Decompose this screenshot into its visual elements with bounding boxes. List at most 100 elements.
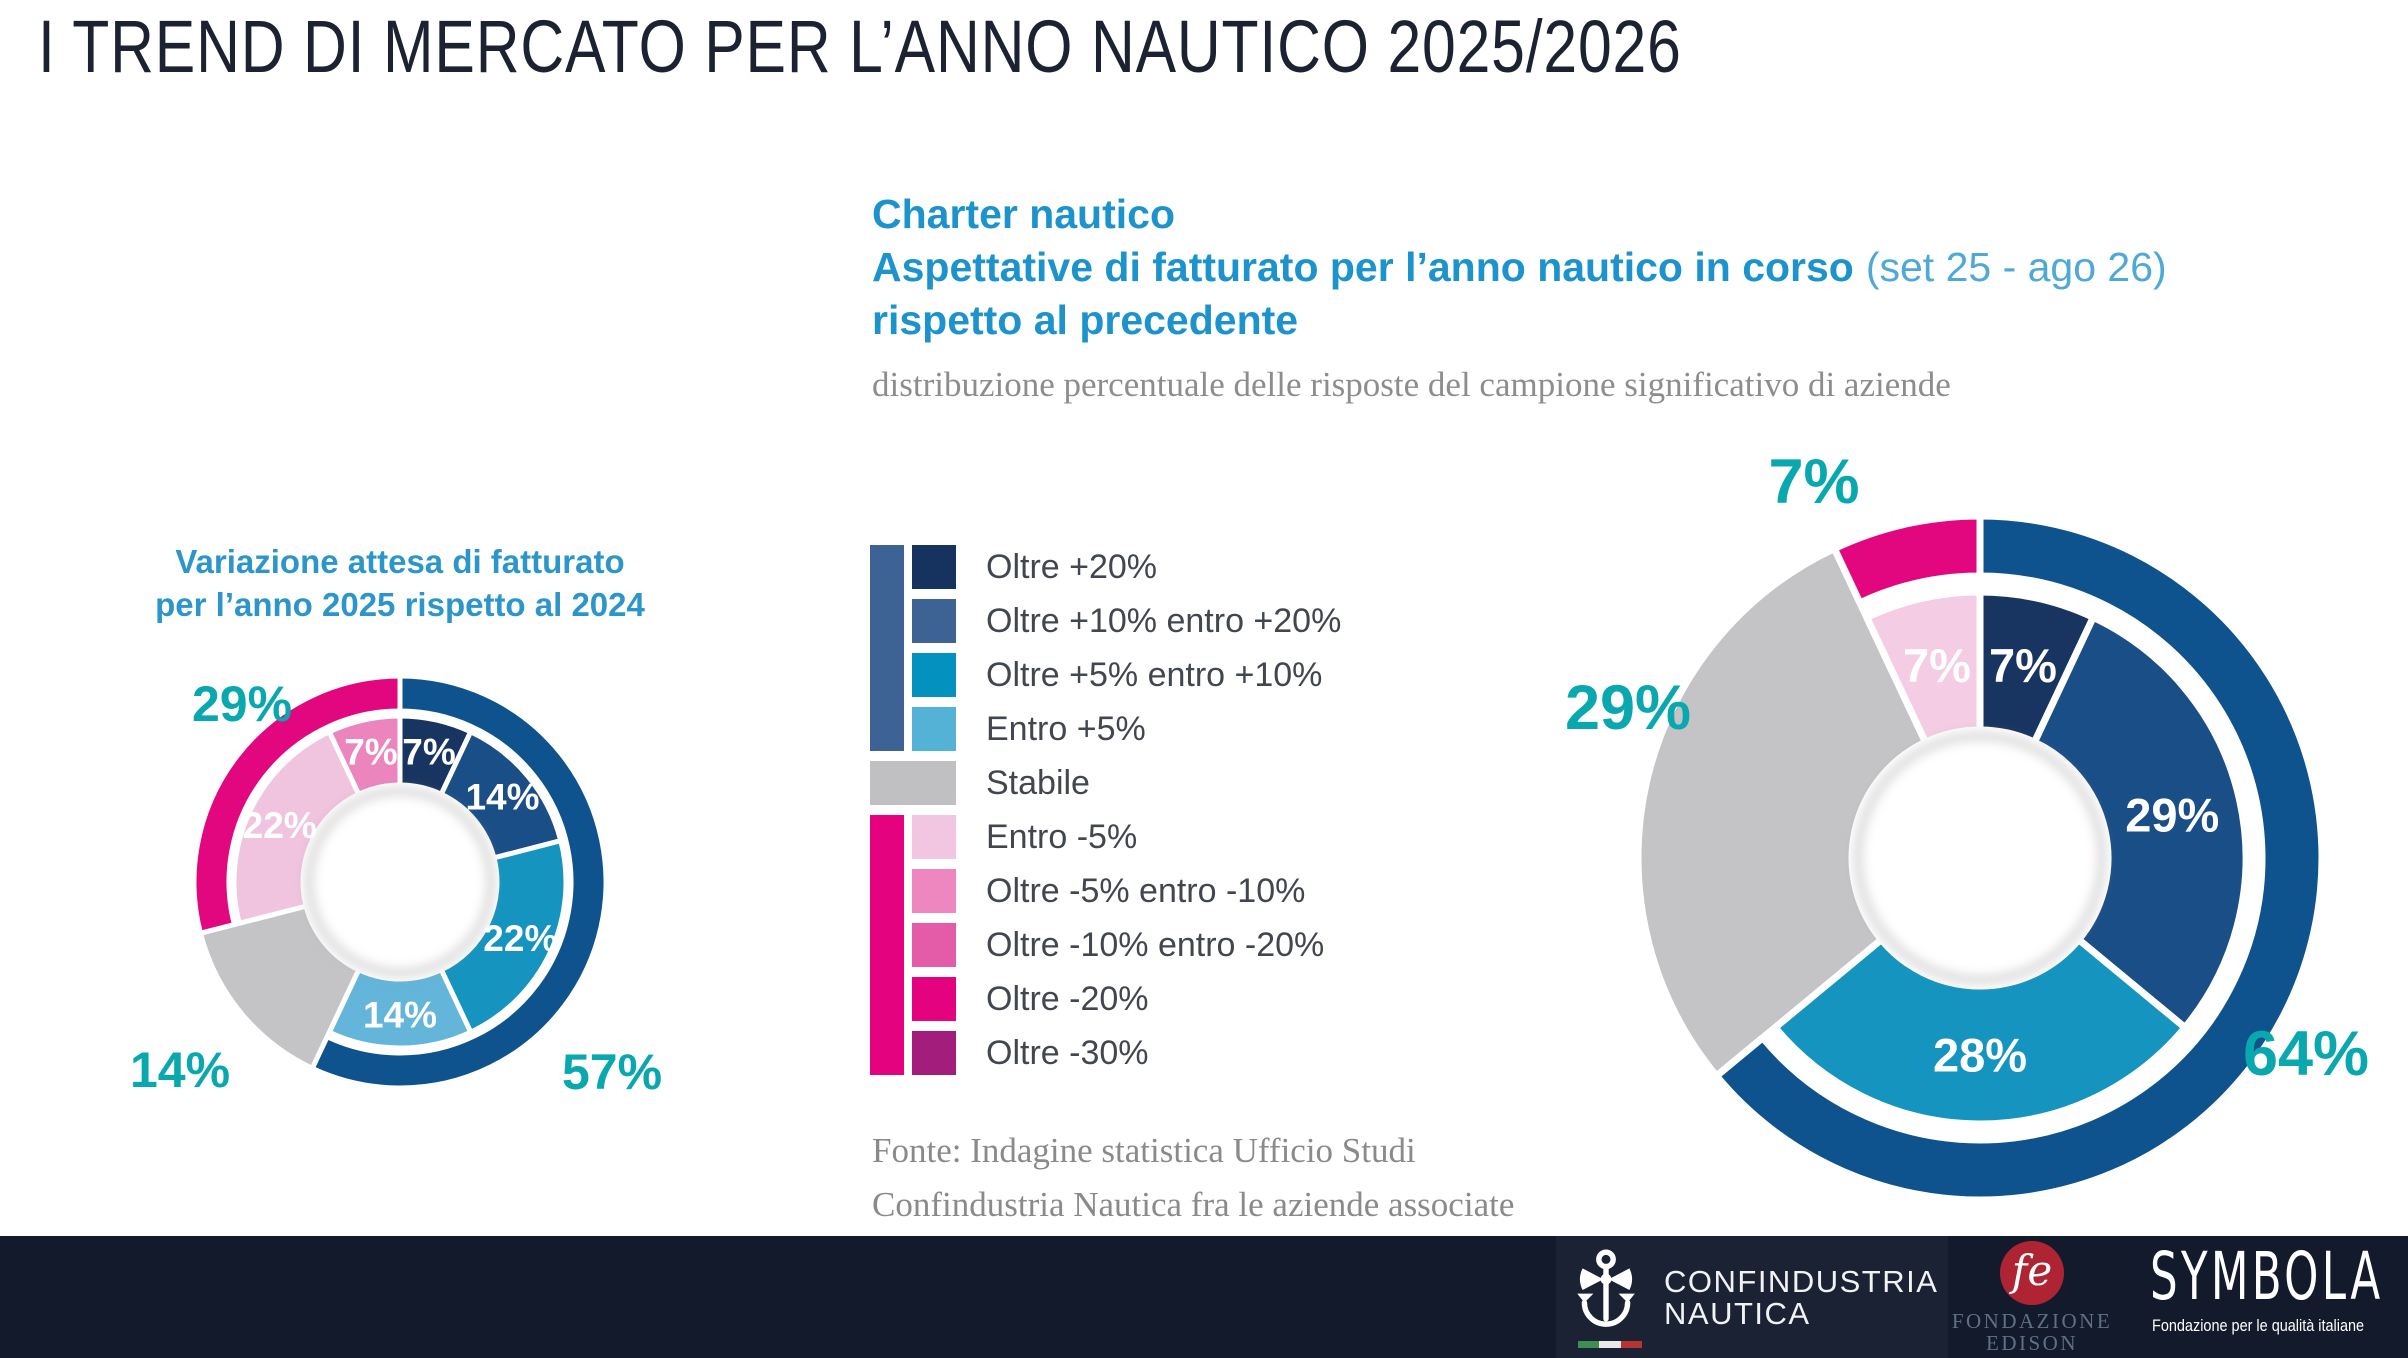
anchor-icon [1577,1249,1635,1327]
donut-hole-shadow [304,786,496,978]
donut-segment-label: 7% [402,732,455,773]
legend-row: Oltre +20% [870,545,1430,589]
heading-line-2-light: (set 25 - ago 26) [1865,244,2167,290]
legend-label: Entro -5% [986,818,1138,856]
legend-swatch [870,761,956,805]
donut-segment [2031,613,2250,1032]
legend-label: Stabile [986,764,1090,802]
legend-row: Oltre +10% entro +20% [870,599,1430,643]
donut-segment [1771,936,2189,1128]
legend-row: Oltre -10% entro -20% [870,923,1430,967]
donut-group-arc-positive [1712,512,2326,1204]
legend-swatch [912,869,956,913]
legend-label: Oltre -20% [986,980,1149,1018]
edison-line: EDISON [1986,1331,2078,1355]
donut-group-label-negative: 29% [192,676,292,732]
heading-description: distribuzione percentuale delle risposte… [872,365,1951,404]
nautica-line: NAUTICA [1664,1296,1811,1331]
legend-positive-group-bar [870,545,904,751]
donut-segment-label: 7% [1903,639,1971,692]
legend-label: Oltre -10% entro -20% [986,926,1325,964]
legend-label: Oltre -30% [986,1034,1149,1072]
legend-label: Oltre -5% entro -10% [986,872,1306,910]
donut-segment-label: 14% [465,777,539,818]
flag-white [1599,1341,1621,1348]
source-line-2: Confindustria Nautica fra le aziende ass… [872,1185,1515,1224]
legend-swatch [912,599,956,643]
left-chart-title: Variazione attesa di fatturato per l’ann… [90,540,710,626]
flag-green [1578,1341,1600,1348]
legend-label: Oltre +5% entro +10% [986,656,1323,694]
legend-row: Stabile [870,761,1430,805]
donut-segment-label: 28% [1933,1029,2027,1082]
legend-label: Oltre +10% entro +20% [986,602,1342,640]
italian-flag-icon [1578,1341,1642,1348]
confindustria-panel [1556,1236,1948,1358]
donut-segment-label: 7% [344,732,397,773]
flag-red [1620,1341,1642,1348]
donut-group-label-stable: 14% [130,1042,230,1098]
edison-monogram-icon: fe [2000,1241,2064,1305]
legend-swatch [912,977,956,1021]
footer-bar: CONFINDUSTRIA NAUTICA fe FONDAZIONE EDIS… [0,1236,2408,1358]
symbola-wordmark: SYMBOLA [2150,1238,2384,1315]
legend-swatch [912,545,956,589]
page-title: I TREND DI MERCATO PER L’ANNO NAUTICO 20… [38,4,2042,89]
left-chart-title-line-2: per l’anno 2025 rispetto al 2024 [155,586,645,623]
legend-swatch [912,707,956,751]
legend-swatch [912,653,956,697]
donut-segment [1634,545,1929,1080]
donut-segment [438,838,569,1035]
heading-line-1: Charter nautico [872,191,1175,237]
confindustria-line: CONFINDUSTRIA [1664,1264,1939,1299]
donut-left: 7%14%22%14%22%7%57%14%29% [130,673,662,1100]
donut-segment [231,729,362,926]
left-chart-title-line-1: Variazione attesa di fatturato [175,543,625,580]
legend-row: Oltre -20% [870,977,1430,1021]
fondazione-edison-logo: FONDAZIONE EDISON [1936,1310,2128,1354]
donut-segment [1863,588,1984,746]
legend-row: Oltre -5% entro -10% [870,869,1430,913]
donut-segment-label: 7% [1989,639,2057,692]
donut-segment-label: 22% [483,918,557,959]
legend-row: Oltre -30% [870,1031,1430,1075]
legend-swatch [912,923,956,967]
donut-group-arc-negative [191,673,403,936]
symbola-tagline: Fondazione per le qualità italiane [2152,1316,2365,1335]
donut-segment-label: 14% [363,995,437,1036]
legend-row: Oltre +5% entro +10% [870,653,1430,697]
donut-group-arc-negative [1830,512,1984,607]
confindustria-nautica-wordmark: CONFINDUSTRIA NAUTICA [1664,1266,1938,1330]
donut-group-label-negative: 7% [1768,447,1859,517]
legend: Oltre +20% Oltre +10% entro +20% Oltre +5%… [870,545,1430,1079]
donut-group-label-positive: 57% [562,1044,662,1100]
donut-right: 7% 29% 28% 7% 64% 29% 7% [1565,447,2369,1204]
heading-line-2: Aspettative di fatturato per l’anno naut… [872,241,2167,294]
source-line-1: Fonte: Indagine statistica Ufficio Studi [872,1131,1416,1170]
legend-row: Entro +5% [870,707,1430,751]
symbola-logo: SYMBOLA [2150,1244,2408,1310]
legend-negative-group-bar [870,815,904,1075]
heading-line-3: rispetto al precedente [872,297,1299,343]
legend-label: Entro +5% [986,710,1146,748]
legend-swatch [912,815,956,859]
chart-heading: Charter nautico Aspettative di fatturato… [872,188,2167,405]
heading-line-2-bold: Aspettative di fatturato per l’anno naut… [872,244,1854,290]
legend-swatch [912,1031,956,1075]
legend-row: Entro -5% [870,815,1430,859]
donut-segment-label: 29% [2125,789,2219,842]
confindustria-nautica-logo [1570,1244,1642,1336]
donut-group-label-stable: 29% [1565,673,1691,743]
donut-hole-shadow [1853,731,2107,985]
donut-group-arc-positive [309,673,609,1091]
legend-label: Oltre +20% [986,548,1158,586]
source-note: Fonte: Indagine statistica Ufficio Studi… [872,1124,1514,1232]
donut-segment-label: 22% [243,805,317,846]
page-title-text: I TREND DI MERCATO PER L’ANNO NAUTICO 20… [38,5,1682,88]
donut-segment [326,713,403,797]
donut-segment [197,903,362,1071]
fondazione-line: FONDAZIONE [1951,1309,2113,1333]
donut-group-label-positive: 64% [2243,1019,2369,1089]
